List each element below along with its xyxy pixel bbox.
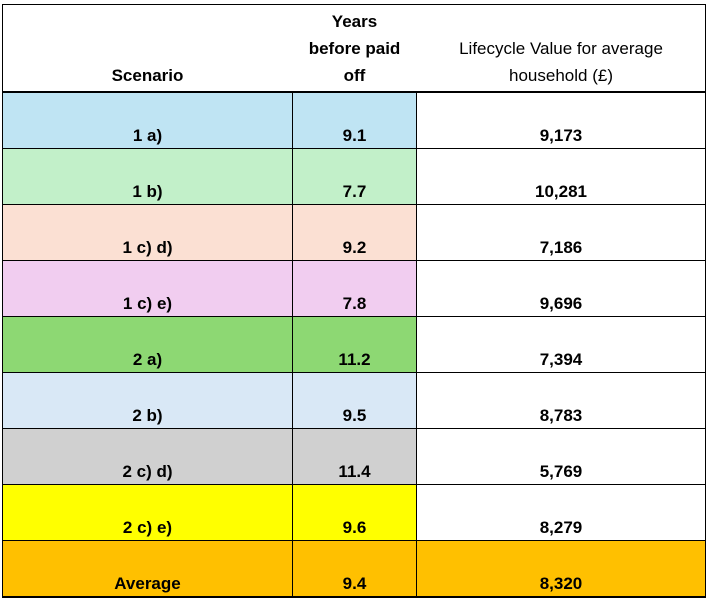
average-label-cell[interactable]: Average bbox=[2, 540, 293, 598]
scenario-cell[interactable]: 1 a) bbox=[2, 91, 293, 149]
results-table: Scenario Years before paid off Lifecycle… bbox=[2, 4, 706, 598]
scenario-cell[interactable]: 1 c) d) bbox=[2, 204, 293, 261]
table-row: 1 c) e) 7.8 9,696 bbox=[2, 260, 706, 317]
header-scenario[interactable]: Scenario bbox=[2, 4, 293, 93]
lifecycle-value-cell[interactable]: 8,783 bbox=[416, 372, 706, 429]
lifecycle-value-cell[interactable]: 7,394 bbox=[416, 316, 706, 373]
scenario-cell[interactable]: 1 c) e) bbox=[2, 260, 293, 317]
average-row: Average 9.4 8,320 bbox=[2, 540, 706, 598]
years-cell[interactable]: 9.6 bbox=[292, 484, 417, 541]
header-years-before-paid-off[interactable]: Years before paid off bbox=[292, 4, 417, 93]
lifecycle-value-cell[interactable]: 5,769 bbox=[416, 428, 706, 485]
header-years-line-3: off bbox=[343, 66, 366, 85]
scenario-cell[interactable]: 2 c) e) bbox=[2, 484, 293, 541]
average-lifecycle-value-cell[interactable]: 8,320 bbox=[416, 540, 706, 598]
header-years-line-1: Years bbox=[331, 12, 378, 31]
years-cell[interactable]: 11.2 bbox=[292, 316, 417, 373]
table-row: 2 b) 9.5 8,783 bbox=[2, 372, 706, 429]
scenario-cell[interactable]: 1 b) bbox=[2, 148, 293, 205]
lifecycle-value-cell[interactable]: 9,173 bbox=[416, 91, 706, 149]
header-years-line-2: before paid bbox=[308, 39, 401, 58]
table-row: 2 c) e) 9.6 8,279 bbox=[2, 484, 706, 541]
table-row: 2 a) 11.2 7,394 bbox=[2, 316, 706, 373]
years-cell[interactable]: 9.5 bbox=[292, 372, 417, 429]
header-lifecycle-line-2: household (£) bbox=[509, 66, 613, 85]
header-row: Scenario Years before paid off Lifecycle… bbox=[2, 4, 706, 93]
lifecycle-value-cell[interactable]: 7,186 bbox=[416, 204, 706, 261]
lifecycle-value-cell[interactable]: 10,281 bbox=[416, 148, 706, 205]
header-lifecycle-value[interactable]: Lifecycle Value for average household (£… bbox=[416, 4, 706, 93]
scenario-cell[interactable]: 2 b) bbox=[2, 372, 293, 429]
header-lifecycle-line-1: Lifecycle Value for average bbox=[459, 39, 663, 58]
scenario-cell[interactable]: 2 a) bbox=[2, 316, 293, 373]
lifecycle-value-cell[interactable]: 8,279 bbox=[416, 484, 706, 541]
table-row: 1 b) 7.7 10,281 bbox=[2, 148, 706, 205]
years-cell[interactable]: 7.7 bbox=[292, 148, 417, 205]
scenario-cell[interactable]: 2 c) d) bbox=[2, 428, 293, 485]
years-cell[interactable]: 7.8 bbox=[292, 260, 417, 317]
years-cell[interactable]: 9.2 bbox=[292, 204, 417, 261]
average-years-cell[interactable]: 9.4 bbox=[292, 540, 417, 598]
header-scenario-label: Scenario bbox=[111, 66, 184, 85]
table-row: 1 c) d) 9.2 7,186 bbox=[2, 204, 706, 261]
lifecycle-value-cell[interactable]: 9,696 bbox=[416, 260, 706, 317]
table-row: 1 a) 9.1 9,173 bbox=[2, 91, 706, 149]
table-row: 2 c) d) 11.4 5,769 bbox=[2, 428, 706, 485]
years-cell[interactable]: 9.1 bbox=[292, 91, 417, 149]
years-cell[interactable]: 11.4 bbox=[292, 428, 417, 485]
